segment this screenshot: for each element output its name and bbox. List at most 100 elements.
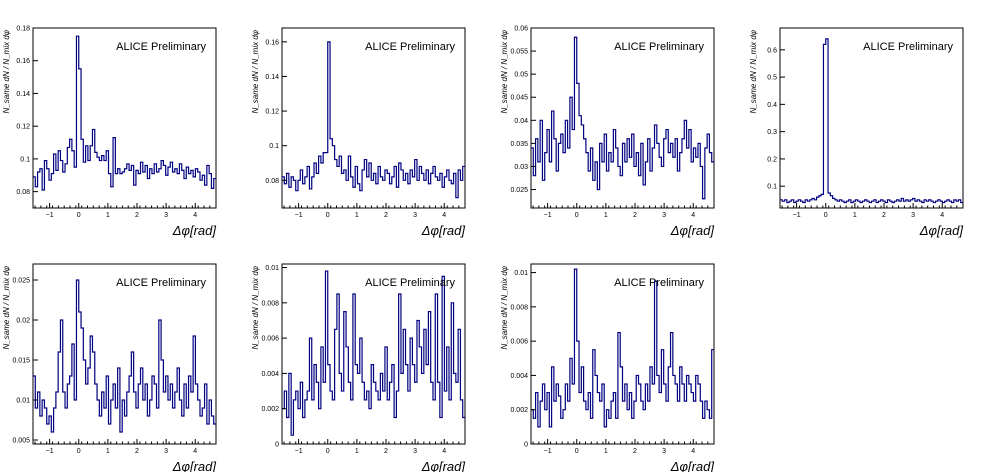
plot-frame [32, 27, 217, 209]
y-tick-label: 0.004 [510, 373, 528, 380]
x-tick-label: 0 [77, 448, 81, 455]
x-tick-label: 2 [633, 212, 637, 219]
y-tick-label: 0.18 [16, 26, 30, 33]
y-tick-label: 0.02 [16, 318, 30, 325]
x-tick-label: 2 [135, 212, 139, 219]
x-tick-label: 3 [662, 448, 666, 455]
x-tick-label: 3 [911, 212, 915, 219]
y-tick-label: 0.12 [16, 124, 30, 131]
histogram-line [282, 270, 465, 436]
x-tick-label: 2 [882, 212, 886, 219]
chart-panel-7: −1 0 1 2 3 4 0 0.002 0.004 0.006 0.008 0.01 ALICE Pr… [500, 263, 715, 472]
x-tick-label: 1 [355, 448, 359, 455]
y-tick-label: 0.4 [767, 102, 777, 109]
x-tick-label: 4 [442, 212, 446, 219]
x-tick-label: −1 [295, 212, 303, 219]
x-tick-label: 1 [604, 448, 608, 455]
y-tick-label: 0.6 [767, 47, 777, 54]
y-axis-title: N_same dN / N_mix dφ [500, 266, 509, 349]
y-tick-label: 0.045 [510, 95, 528, 102]
y-tick-label: 0.1 [767, 184, 777, 191]
x-tick-label: 4 [442, 448, 446, 455]
histogram-line [33, 279, 216, 433]
y-tick-label: 0.008 [510, 304, 528, 311]
panel-annotation: ALICE Preliminary [365, 41, 455, 53]
x-axis-title: Δφ[rad] [172, 223, 217, 238]
x-tick-label: −1 [544, 448, 552, 455]
y-axis-title: N_same dN / N_mix dφ [251, 266, 260, 349]
x-tick-label: 1 [106, 212, 110, 219]
plot-frame [530, 263, 715, 445]
y-tick-label: 0.002 [261, 406, 279, 413]
chart-panel-6: −1 0 1 2 3 4 0 0.002 0.004 0.006 0.008 0.01 ALICE Pr… [251, 263, 466, 472]
x-tick-label: 0 [824, 212, 828, 219]
panel-annotation: ALICE Preliminary [614, 277, 704, 289]
chart-panel-5: −1 0 1 2 3 4 0.005 0.01 0.015 0.02 0.025 ALICE Prel… [2, 263, 217, 472]
y-tick-label: 0.01 [16, 398, 30, 405]
x-tick-label: 2 [384, 212, 388, 219]
y-tick-label: 0.14 [265, 74, 279, 81]
y-tick-label: 0 [524, 442, 528, 449]
x-tick-label: 1 [106, 448, 110, 455]
y-axis-title: N_same dN / N_mix dφ [2, 266, 11, 349]
y-tick-label: 0.12 [265, 109, 279, 116]
x-tick-label: −1 [544, 212, 552, 219]
y-tick-label: 0 [275, 442, 279, 449]
x-tick-label: 3 [413, 448, 417, 455]
y-tick-label: 0.025 [510, 187, 528, 194]
x-tick-label: 2 [633, 448, 637, 455]
x-axis-title: Δφ[rad] [919, 223, 964, 238]
chart-panel-4: −1 0 1 2 3 4 0.1 0.2 0.3 0.4 0.5 0.6 ALICE Prelimina… [749, 27, 964, 238]
y-tick-label: 0.16 [16, 58, 30, 65]
x-tick-label: 3 [164, 212, 168, 219]
y-tick-label: 0.1 [269, 143, 279, 150]
histogram-line [282, 41, 465, 199]
x-tick-label: 0 [326, 448, 330, 455]
x-tick-label: 4 [940, 212, 944, 219]
x-axis-title: Δφ[rad] [421, 223, 466, 238]
y-axis-title: N_same dN / N_mix dφ [749, 30, 758, 113]
x-tick-label: 1 [853, 212, 857, 219]
histogram-line [531, 36, 714, 200]
x-tick-label: 4 [193, 212, 197, 219]
y-tick-label: 0.01 [514, 270, 528, 277]
x-tick-label: 4 [691, 212, 695, 219]
y-tick-label: 0.01 [265, 265, 279, 272]
y-tick-label: 0.005 [12, 438, 30, 445]
y-axis-title: N_same dN / N_mix dφ [251, 30, 260, 113]
y-tick-label: 0.008 [261, 300, 279, 307]
x-tick-label: 2 [135, 448, 139, 455]
y-tick-label: 0.3 [767, 129, 777, 136]
x-tick-label: 3 [413, 212, 417, 219]
y-tick-label: 0.14 [16, 91, 30, 98]
x-tick-label: 0 [575, 212, 579, 219]
panel-annotation: ALICE Preliminary [614, 41, 704, 53]
y-tick-label: 0.06 [514, 26, 528, 33]
plot-frame [32, 263, 217, 445]
y-tick-label: 0.08 [265, 178, 279, 185]
x-tick-label: 3 [662, 212, 666, 219]
panel-annotation: ALICE Preliminary [116, 41, 206, 53]
x-axis-title: Δφ[rad] [670, 223, 715, 238]
y-tick-label: 0.006 [510, 339, 528, 346]
y-tick-label: 0.5 [767, 75, 777, 82]
x-tick-label: 0 [326, 212, 330, 219]
y-tick-label: 0.2 [767, 156, 777, 163]
panel-annotation: ALICE Preliminary [863, 41, 953, 53]
plot-frame [281, 27, 466, 209]
x-tick-label: 0 [77, 212, 81, 219]
x-tick-label: 4 [691, 448, 695, 455]
histogram-line [780, 38, 963, 204]
y-axis-title: N_same dN / N_mix dφ [2, 30, 11, 113]
y-tick-label: 0.1 [20, 156, 30, 163]
y-tick-label: 0.002 [510, 407, 528, 414]
x-tick-label: 2 [384, 448, 388, 455]
x-tick-label: −1 [793, 212, 801, 219]
y-tick-label: 0.08 [16, 189, 30, 196]
x-tick-label: −1 [295, 448, 303, 455]
y-tick-label: 0.16 [265, 39, 279, 46]
histogram-line [531, 268, 714, 428]
x-tick-label: −1 [46, 448, 54, 455]
y-tick-label: 0.025 [12, 278, 30, 285]
